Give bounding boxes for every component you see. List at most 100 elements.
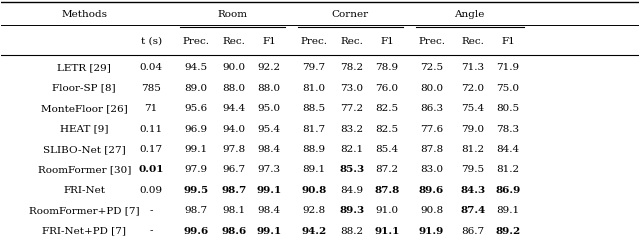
Text: Methods: Methods — [61, 10, 108, 19]
Text: 95.4: 95.4 — [257, 124, 280, 133]
Text: 82.1: 82.1 — [340, 145, 364, 154]
Text: 99.1: 99.1 — [257, 227, 282, 236]
Text: 81.2: 81.2 — [497, 165, 520, 174]
Text: 76.0: 76.0 — [375, 84, 399, 93]
Text: 89.3: 89.3 — [339, 206, 364, 215]
Text: 80.0: 80.0 — [420, 84, 443, 93]
Text: 86.7: 86.7 — [461, 227, 484, 236]
Text: Rec.: Rec. — [461, 37, 484, 46]
Text: 99.6: 99.6 — [183, 227, 209, 236]
Text: FRI-Net+PD [7]: FRI-Net+PD [7] — [42, 227, 126, 236]
Text: Prec.: Prec. — [418, 37, 445, 46]
Text: 90.8: 90.8 — [301, 186, 326, 195]
Text: 71: 71 — [145, 104, 158, 113]
Text: RoomFormer+PD [7]: RoomFormer+PD [7] — [29, 206, 140, 215]
Text: t (s): t (s) — [141, 37, 162, 46]
Text: 785: 785 — [141, 84, 161, 93]
Text: 94.2: 94.2 — [301, 227, 326, 236]
Text: 88.0: 88.0 — [257, 84, 280, 93]
Text: F1: F1 — [501, 37, 515, 46]
Text: 73.0: 73.0 — [340, 84, 364, 93]
Text: 84.3: 84.3 — [460, 186, 486, 195]
Text: 78.2: 78.2 — [340, 63, 364, 72]
Text: 90.8: 90.8 — [420, 206, 443, 215]
Text: 89.1: 89.1 — [497, 206, 520, 215]
Text: 83.2: 83.2 — [340, 124, 364, 133]
Text: 89.1: 89.1 — [302, 165, 325, 174]
Text: -: - — [149, 206, 153, 215]
Text: 77.2: 77.2 — [340, 104, 364, 113]
Text: 79.5: 79.5 — [461, 165, 484, 174]
Text: 95.0: 95.0 — [257, 104, 280, 113]
Text: 94.5: 94.5 — [184, 63, 207, 72]
Text: 91.9: 91.9 — [419, 227, 444, 236]
Text: 75.0: 75.0 — [497, 84, 520, 93]
Text: 94.4: 94.4 — [223, 104, 246, 113]
Text: 95.6: 95.6 — [184, 104, 207, 113]
Text: 0.11: 0.11 — [140, 124, 163, 133]
Text: 79.0: 79.0 — [461, 124, 484, 133]
Text: 81.0: 81.0 — [302, 84, 325, 93]
Text: 92.8: 92.8 — [302, 206, 325, 215]
Text: 83.0: 83.0 — [420, 165, 443, 174]
Text: 94.0: 94.0 — [223, 124, 246, 133]
Text: 88.9: 88.9 — [302, 145, 325, 154]
Text: 96.9: 96.9 — [184, 124, 207, 133]
Text: Rec.: Rec. — [223, 37, 245, 46]
Text: 72.5: 72.5 — [420, 63, 443, 72]
Text: 87.8: 87.8 — [420, 145, 443, 154]
Text: MonteFloor [26]: MonteFloor [26] — [41, 104, 127, 113]
Text: Floor-SP [8]: Floor-SP [8] — [52, 84, 116, 93]
Text: 88.0: 88.0 — [223, 84, 246, 93]
Text: 82.5: 82.5 — [375, 104, 399, 113]
Text: 85.3: 85.3 — [339, 165, 364, 174]
Text: 92.2: 92.2 — [257, 63, 280, 72]
Text: 80.5: 80.5 — [497, 104, 520, 113]
Text: Angle: Angle — [454, 10, 485, 19]
Text: Corner: Corner — [332, 10, 369, 19]
Text: RoomFormer [30]: RoomFormer [30] — [38, 165, 131, 174]
Text: 99.1: 99.1 — [257, 186, 282, 195]
Text: 97.9: 97.9 — [184, 165, 207, 174]
Text: Room: Room — [218, 10, 248, 19]
Text: Prec.: Prec. — [300, 37, 327, 46]
Text: 98.4: 98.4 — [257, 145, 280, 154]
Text: 84.9: 84.9 — [340, 186, 364, 195]
Text: 89.0: 89.0 — [184, 84, 207, 93]
Text: LETR [29]: LETR [29] — [58, 63, 111, 72]
Text: 79.7: 79.7 — [302, 63, 325, 72]
Text: 88.5: 88.5 — [302, 104, 325, 113]
Text: 98.4: 98.4 — [257, 206, 280, 215]
Text: 99.5: 99.5 — [183, 186, 208, 195]
Text: 86.9: 86.9 — [495, 186, 520, 195]
Text: 97.3: 97.3 — [257, 165, 280, 174]
Text: 78.3: 78.3 — [497, 124, 520, 133]
Text: 82.5: 82.5 — [375, 124, 399, 133]
Text: 87.4: 87.4 — [460, 206, 486, 215]
Text: 85.4: 85.4 — [375, 145, 399, 154]
Text: 0.09: 0.09 — [140, 186, 163, 195]
Text: 90.0: 90.0 — [223, 63, 246, 72]
Text: 78.9: 78.9 — [375, 63, 399, 72]
Text: 0.17: 0.17 — [140, 145, 163, 154]
Text: 71.3: 71.3 — [461, 63, 484, 72]
Text: 98.7: 98.7 — [221, 186, 246, 195]
Text: 77.6: 77.6 — [420, 124, 443, 133]
Text: F1: F1 — [262, 37, 276, 46]
Text: 75.4: 75.4 — [461, 104, 484, 113]
Text: 84.4: 84.4 — [497, 145, 520, 154]
Text: 88.2: 88.2 — [340, 227, 364, 236]
Text: 98.1: 98.1 — [223, 206, 246, 215]
Text: 97.8: 97.8 — [223, 145, 246, 154]
Text: 81.2: 81.2 — [461, 145, 484, 154]
Text: 98.7: 98.7 — [184, 206, 207, 215]
Text: 87.8: 87.8 — [374, 186, 399, 195]
Text: HEAT [9]: HEAT [9] — [60, 124, 108, 133]
Text: 91.0: 91.0 — [375, 206, 399, 215]
Text: 87.2: 87.2 — [375, 165, 399, 174]
Text: -: - — [149, 227, 153, 236]
Text: 91.1: 91.1 — [374, 227, 399, 236]
Text: 86.3: 86.3 — [420, 104, 443, 113]
Text: 71.9: 71.9 — [497, 63, 520, 72]
Text: Prec.: Prec. — [182, 37, 209, 46]
